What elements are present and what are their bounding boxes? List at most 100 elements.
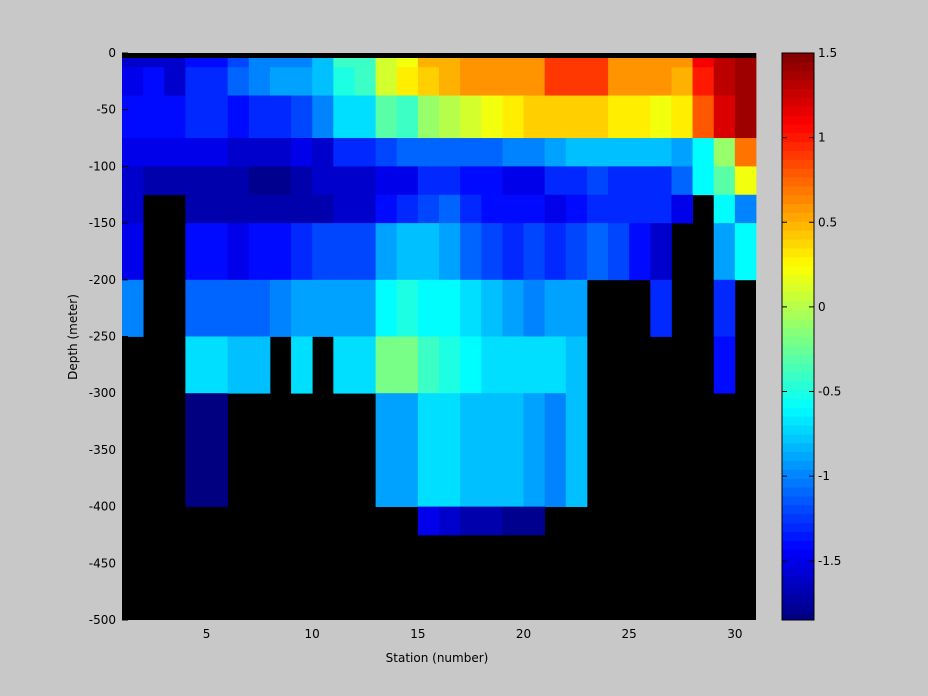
- heatmap-cell: [417, 138, 440, 167]
- heatmap-cell: [291, 336, 313, 394]
- heatmap-cell: [375, 393, 398, 507]
- y-tick-label: -350: [89, 443, 116, 457]
- heatmap-cell: [396, 279, 419, 337]
- heatmap-cell: [439, 138, 461, 167]
- heatmap-cell: [439, 336, 461, 394]
- heatmap-cell: [565, 223, 588, 281]
- heatmap-cell: [185, 336, 207, 394]
- heatmap-cell: [227, 67, 250, 96]
- x-tick-label: 25: [622, 627, 637, 641]
- heatmap-cell: [291, 67, 313, 96]
- heatmap-cell: [734, 138, 757, 167]
- heatmap-cell: [629, 67, 651, 96]
- heatmap-cell: [439, 393, 461, 507]
- colorbar-swatch: [782, 478, 814, 488]
- heatmap-cell: [586, 138, 609, 167]
- heatmap-cell: [354, 279, 376, 337]
- heatmap-cell: [185, 393, 207, 507]
- heatmap-cell: [417, 95, 440, 139]
- heatmap-cell: [502, 279, 524, 337]
- x-tick-label: 15: [410, 627, 425, 641]
- colorbar-swatch: [782, 380, 814, 391]
- heatmap-cell: [375, 279, 398, 337]
- heatmap-cell: [586, 166, 609, 196]
- heatmap-cell: [523, 279, 546, 337]
- colorbar-swatch: [782, 513, 814, 524]
- colorbar-swatch: [782, 425, 814, 435]
- colorbar-swatch: [782, 230, 814, 240]
- heatmap-cell: [122, 95, 144, 139]
- heatmap-cell: [481, 194, 503, 224]
- heatmap-cell: [713, 138, 736, 167]
- heatmap-cell: [312, 279, 334, 337]
- heatmap-cell: [312, 67, 334, 96]
- heatmap-cell: [354, 336, 376, 394]
- heatmap-cell: [185, 166, 207, 196]
- heatmap-cell: [417, 336, 440, 394]
- colorbar-swatch: [782, 159, 814, 169]
- heatmap-cell: [227, 95, 250, 139]
- heatmap-cell: [650, 166, 672, 196]
- heatmap-cell: [164, 166, 186, 196]
- heatmap-cell: [269, 279, 292, 337]
- heatmap-cell: [312, 138, 334, 167]
- heatmap-cell: [354, 95, 376, 139]
- heatmap-cell: [523, 67, 546, 96]
- heatmap-cell: [291, 95, 313, 139]
- y-tick-label: -300: [89, 386, 116, 400]
- heatmap-cell: [312, 223, 334, 281]
- heatmap-cell: [417, 166, 440, 196]
- heatmap-cell: [269, 138, 292, 167]
- x-tick-label: 5: [203, 627, 211, 641]
- heatmap-cell: [396, 166, 419, 196]
- colorbar-swatch: [782, 239, 814, 249]
- heatmap-cell: [312, 166, 334, 196]
- colorbar-swatch: [782, 123, 814, 134]
- heatmap-cell: [248, 223, 271, 281]
- heatmap-cell: [291, 279, 313, 337]
- heatmap-cell: [713, 95, 736, 139]
- heatmap-cell: [291, 194, 313, 224]
- colorbar-tick-label: -1: [818, 469, 830, 483]
- heatmap-cell: [122, 138, 144, 167]
- heatmap-cell: [439, 194, 461, 224]
- heatmap-cell: [544, 223, 567, 281]
- heatmap-cell: [206, 138, 229, 167]
- heatmap-cell: [354, 194, 376, 224]
- colorbar-swatch: [782, 363, 814, 373]
- heatmap-cell: [164, 95, 186, 139]
- heatmap-cell: [565, 138, 588, 167]
- heatmap-cell: [586, 67, 609, 96]
- heatmap-cell: [481, 393, 503, 507]
- heatmap-cell: [544, 166, 567, 196]
- heatmap-cell: [185, 95, 207, 139]
- heatmap-cell: [481, 67, 503, 96]
- heatmap-cell: [333, 194, 355, 224]
- colorbar-tick-label: 1: [818, 131, 826, 145]
- y-tick-label: -200: [89, 273, 116, 287]
- heatmap-cell: [523, 223, 546, 281]
- heatmap-cell: [396, 223, 419, 281]
- heatmap-cell: [375, 194, 398, 224]
- heatmap-cell: [565, 194, 588, 224]
- colorbar-swatch: [782, 301, 814, 311]
- colorbar-swatch: [782, 168, 814, 178]
- heatmap-cell: [227, 138, 250, 167]
- heatmap-cell: [439, 166, 461, 196]
- heatmap-cell: [206, 393, 229, 507]
- colorbar-swatch: [782, 292, 814, 302]
- y-tick-label: -400: [89, 500, 116, 514]
- colorbar-swatch: [782, 602, 814, 612]
- heatmap-cell: [586, 95, 609, 139]
- heatmap-cell: [227, 223, 250, 281]
- heatmap-cell: [502, 194, 524, 224]
- colorbar-swatch: [782, 247, 814, 258]
- heatmap-cell: [269, 67, 292, 96]
- heatmap-cell: [544, 95, 567, 139]
- heatmap-cell: [481, 166, 503, 196]
- heatmap-cell: [544, 393, 567, 507]
- colorbar-swatch: [782, 549, 814, 559]
- colorbar-swatch: [782, 221, 814, 231]
- heatmap-cell: [312, 194, 334, 224]
